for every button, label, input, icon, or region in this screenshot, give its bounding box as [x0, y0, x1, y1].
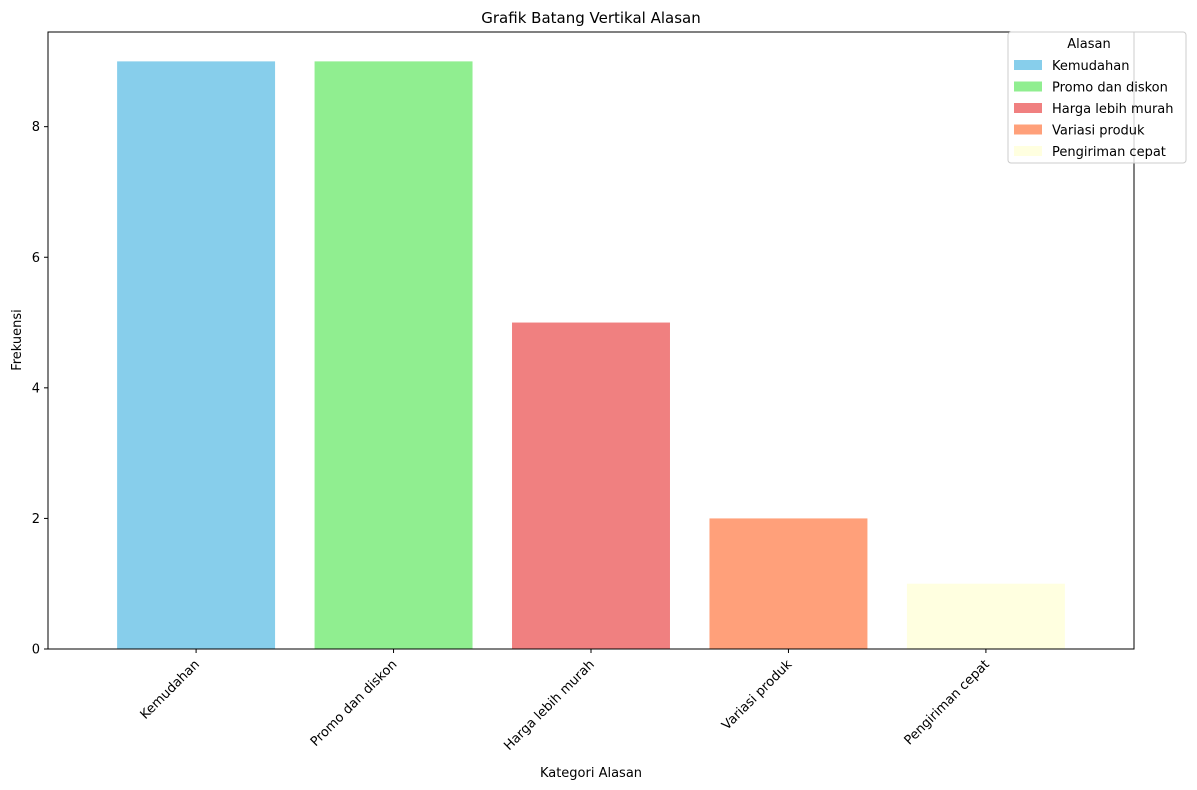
- y-tick-label: 0: [32, 643, 40, 658]
- legend-swatch: [1014, 60, 1042, 70]
- y-tick-label: 2: [32, 512, 40, 527]
- y-axis-label: Frekuensi: [10, 309, 25, 371]
- x-tick-label: Promo dan diskon: [308, 657, 401, 750]
- legend-entry: Promo dan diskon: [1052, 81, 1168, 96]
- legend-entry: Variasi produk: [1052, 124, 1145, 139]
- legend-swatch: [1014, 124, 1042, 135]
- legend-title: Alasan: [1067, 37, 1110, 52]
- bar-4: [906, 583, 1065, 649]
- legend-box: [1007, 31, 1187, 164]
- bar-3: [709, 518, 868, 649]
- y-tick-label: 4: [32, 381, 40, 396]
- legend-swatch: [1014, 81, 1042, 92]
- legend-swatch: [1014, 146, 1042, 156]
- x-tick-label: Kemudahan: [138, 657, 203, 722]
- bar-0: [117, 61, 276, 649]
- x-axis-label: Kategori Alasan: [540, 766, 642, 781]
- legend-entry: Pengiriman cepat: [1052, 145, 1166, 160]
- legend-swatch: [1014, 103, 1042, 113]
- legend-entry: Harga lebih murah: [1052, 102, 1174, 117]
- legend: Alasan Kemudahan Promo dan diskon Harga leb…: [1007, 31, 1187, 164]
- x-tick-label: Variasi produk: [719, 657, 795, 733]
- x-tick-label: Pengiriman cepat: [902, 657, 993, 748]
- y-tick-label: 6: [32, 251, 40, 266]
- x-tick-label: Harga lebih murah: [501, 657, 598, 754]
- x-axis: Kemudahan Promo dan diskon Harga lebih mur…: [138, 649, 993, 754]
- y-tick-label: 8: [32, 120, 40, 135]
- bar-1: [314, 61, 473, 649]
- chart-title: Grafik Batang Vertikal Alasan: [481, 9, 700, 27]
- legend-entry: Kemudahan: [1052, 59, 1129, 74]
- bars-group: [117, 61, 1065, 649]
- y-axis: 0 2 4 6 8: [32, 120, 48, 658]
- bar-2: [512, 322, 670, 649]
